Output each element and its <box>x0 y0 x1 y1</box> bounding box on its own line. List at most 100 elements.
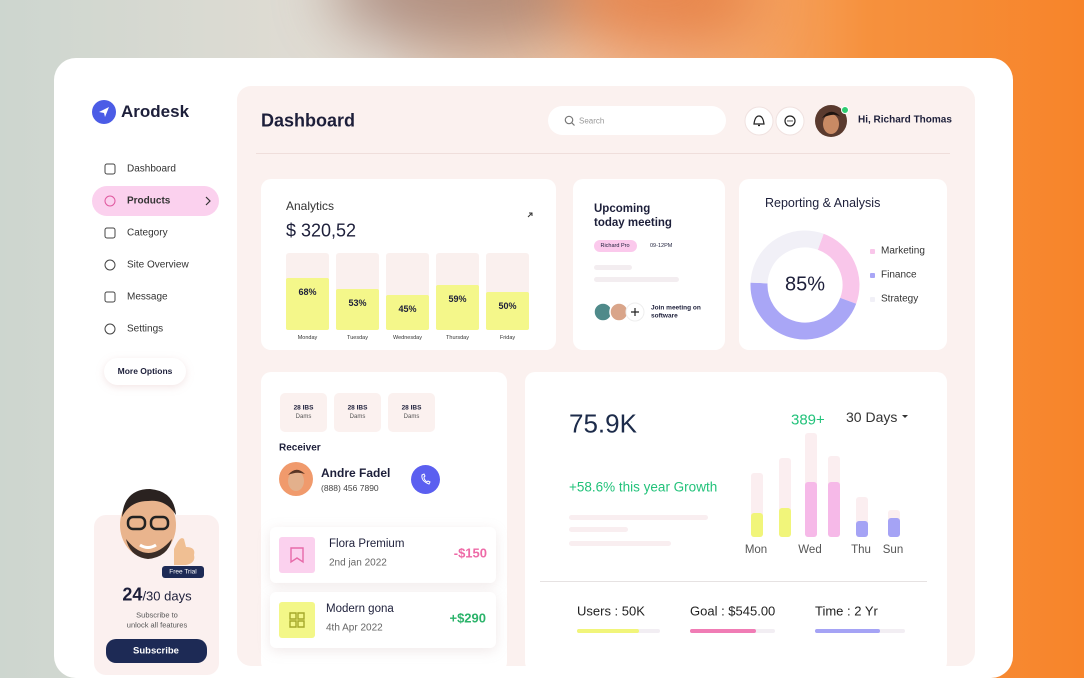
nav-icon <box>104 323 116 335</box>
nav-item[interactable]: Category <box>127 227 168 239</box>
stat-tile <box>388 393 435 432</box>
transaction-date: 2nd jan 2022 <box>329 557 387 569</box>
stat-label: Users : 50K <box>577 603 645 619</box>
analytics-amount: $ 320,52 <box>286 220 357 241</box>
nav-active-bg <box>92 186 219 216</box>
nav-icon <box>104 195 116 207</box>
ellipse <box>288 471 304 491</box>
placeholder-line <box>594 265 632 270</box>
join-text[interactable]: software <box>651 312 678 320</box>
transaction-glyph-path <box>290 547 304 564</box>
stat-tile-label: Dams <box>349 414 366 420</box>
bar-label: 50% <box>498 300 517 311</box>
x-tick-label: Sun <box>882 544 904 556</box>
meeting-title: today meeting <box>594 217 672 229</box>
nav-icon-shape <box>104 323 116 335</box>
analytics-title: Analytics <box>286 199 335 213</box>
legend-label: Marketing <box>881 245 925 257</box>
transaction-name: Flora Premium <box>329 538 405 550</box>
chevron-path <box>205 196 211 206</box>
path <box>902 415 908 418</box>
period-select[interactable]: 30 Days <box>846 409 898 425</box>
bar <box>751 513 763 537</box>
trial-badge <box>162 566 204 578</box>
header-divider <box>256 153 950 154</box>
donut-center-label: 85% <box>784 273 826 296</box>
legend-dot <box>870 248 875 254</box>
ellipse <box>120 492 176 558</box>
stat-tile-label: Dams <box>403 414 420 420</box>
placeholder-line <box>569 527 628 532</box>
donut-chart <box>750 230 860 340</box>
dropdown-caret[interactable] <box>901 414 909 420</box>
bar <box>779 508 791 537</box>
user-greeting[interactable]: Hi, Richard Thomas <box>858 114 952 126</box>
nav-item[interactable]: Settings <box>127 323 164 335</box>
search-box[interactable] <box>548 106 726 135</box>
placeholder-line <box>569 515 708 520</box>
user-avatar[interactable] <box>814 104 850 140</box>
search-placeholder[interactable]: Search <box>579 116 605 126</box>
chevron <box>205 196 211 206</box>
transaction-glyph <box>290 547 304 564</box>
brand: Arodesk <box>121 102 190 121</box>
bar-label: 45% <box>398 304 417 315</box>
promo-avatar <box>120 489 195 565</box>
more-options-button[interactable] <box>104 358 186 385</box>
path <box>126 539 172 559</box>
nav-item[interactable]: Products <box>127 195 171 207</box>
bar <box>805 482 817 537</box>
bar <box>888 518 900 537</box>
nav-icon <box>104 163 116 175</box>
days-suffix: /30 days <box>142 588 192 604</box>
bg-blob <box>560 0 760 50</box>
circle <box>791 120 793 122</box>
attendees <box>593 302 645 322</box>
x-tick-label: Wed <box>798 544 822 556</box>
meeting-tag <box>594 240 637 252</box>
day-label: Friday <box>499 335 516 341</box>
progress-bar <box>815 629 880 633</box>
stat-tile-value: 28 IBS <box>293 404 314 412</box>
path <box>822 111 841 118</box>
nav-icon-shape <box>104 195 116 207</box>
nav-icon <box>104 259 116 271</box>
bar-label: 68% <box>298 286 317 297</box>
expand-icon[interactable] <box>522 207 538 223</box>
path <box>139 543 157 549</box>
more-options-label[interactable]: More Options <box>117 366 173 376</box>
circle <box>564 115 574 125</box>
stat-tile-label: Dams <box>295 414 312 420</box>
bar-label: 59% <box>448 293 467 304</box>
circle <box>841 106 849 114</box>
nav-item[interactable]: Site Overview <box>127 259 189 271</box>
day-label: Thursday <box>446 335 469 341</box>
nav-item[interactable]: Message <box>127 291 168 303</box>
transaction-amount: +$290 <box>449 610 486 626</box>
legend-dot <box>870 272 875 278</box>
join-text[interactable]: Join meeting on <box>651 304 701 312</box>
circle <box>744 106 774 136</box>
nav-icon-shape <box>104 291 116 303</box>
meeting-tag-label: Richard Pro <box>600 243 630 249</box>
call-button[interactable] <box>411 465 440 494</box>
search-icon <box>564 115 575 126</box>
donut-segment <box>750 230 860 340</box>
path <box>288 469 305 475</box>
sidebar: Arodesk More Options Free Trial 24/30 da… <box>54 58 234 675</box>
day-label: Tuesday <box>347 335 368 341</box>
circle <box>609 302 629 322</box>
day-label: Wednesday <box>393 335 422 341</box>
nav-icon-shape <box>104 227 116 239</box>
bar <box>286 277 329 330</box>
path <box>421 473 431 485</box>
nav-icon <box>104 227 116 239</box>
subscribe-label[interactable]: Subscribe <box>133 645 179 657</box>
path <box>122 489 176 517</box>
bar <box>386 295 429 330</box>
nav-item[interactable]: Dashboard <box>127 163 176 175</box>
stat-label: Goal : $545.00 <box>690 603 776 619</box>
transaction-glyph-path <box>289 612 305 628</box>
days-count: 24 <box>122 584 143 605</box>
x-tick-label: Thu <box>851 544 871 556</box>
